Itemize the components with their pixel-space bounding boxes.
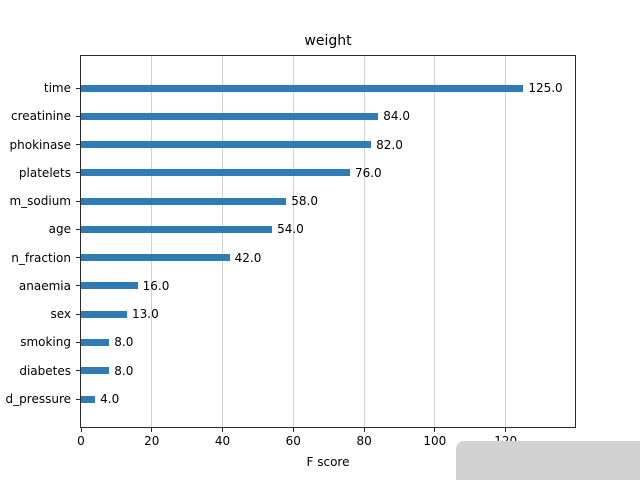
- bar: [81, 84, 524, 92]
- x-tick-mark: [151, 428, 153, 432]
- x-axis-label: F score: [306, 455, 350, 469]
- bar: [81, 395, 96, 403]
- bar: [81, 282, 138, 290]
- chart-title: weight: [304, 33, 352, 49]
- x-tick-mark: [292, 428, 294, 432]
- y-tick-mark: [76, 144, 80, 146]
- bar-value-label: 4.0: [100, 392, 120, 406]
- bar-value-label: 54.0: [277, 222, 304, 237]
- gridline: [434, 56, 436, 427]
- y-tick-mark: [76, 228, 80, 230]
- x-tick-mark: [222, 428, 224, 432]
- gridline: [222, 56, 224, 427]
- bar: [81, 367, 110, 375]
- bar: [81, 112, 379, 120]
- bar: [81, 141, 372, 149]
- bar: [81, 310, 127, 318]
- y-tick-mark: [76, 398, 80, 400]
- bar: [81, 254, 230, 262]
- bar-value-label: 16.0: [142, 278, 170, 293]
- plot-area: 125.0 84.0 82.0 76.0 58.0 54.0 42.0 16.0 13.0 8.0…: [80, 55, 576, 428]
- x-tick-label: 80: [356, 434, 372, 448]
- y-tick-mark: [76, 257, 80, 259]
- y-tick-mark: [76, 200, 80, 202]
- y-tick-label: diabetes: [19, 363, 71, 378]
- bar: [81, 169, 350, 177]
- bar-value-label: 84.0: [383, 109, 410, 124]
- gridline: [363, 56, 365, 427]
- bar: [81, 338, 110, 346]
- y-tick-mark: [76, 313, 80, 315]
- bar: [81, 225, 273, 233]
- y-axis: time creatinine phokinase platelets m_sodium…: [0, 55, 80, 428]
- y-tick-mark: [76, 87, 80, 89]
- x-tick-label: 60: [285, 434, 301, 448]
- x-tick-mark: [80, 428, 82, 432]
- corner-overlay: [456, 441, 640, 480]
- bar-value-label: 8.0: [114, 335, 134, 350]
- y-tick-label: sex: [50, 307, 71, 322]
- x-tick-label: 0: [77, 434, 85, 448]
- gridline: [505, 56, 507, 427]
- gridline: [151, 56, 153, 427]
- bar-value-label: 42.0: [234, 250, 262, 265]
- bar-value-label: 58.0: [291, 194, 318, 209]
- bar: [81, 197, 287, 205]
- y-tick-label: creatinine: [11, 109, 71, 124]
- x-tick-label: 20: [144, 434, 160, 448]
- y-tick-mark: [76, 285, 80, 287]
- y-tick-label: phokinase: [9, 137, 71, 152]
- y-tick-label: age: [48, 222, 71, 237]
- x-tick-mark: [434, 428, 436, 432]
- bar-value-label: 8.0: [114, 363, 134, 378]
- bar-value-label: 125.0: [528, 81, 563, 95]
- y-tick-label: anaemia: [18, 278, 71, 293]
- y-tick-label: m_sodium: [9, 194, 71, 209]
- y-tick-label: smoking: [20, 335, 71, 350]
- y-tick-mark: [76, 341, 80, 343]
- y-tick-mark: [76, 370, 80, 372]
- bar-value-label: 82.0: [376, 137, 403, 152]
- x-tick-mark: [363, 428, 365, 432]
- bar-value-label: 13.0: [132, 307, 159, 322]
- y-tick-mark: [76, 115, 80, 117]
- gridline: [292, 56, 294, 427]
- x-tick-label: 100: [423, 434, 447, 448]
- y-tick-label: platelets: [18, 165, 71, 180]
- bar-value-label: 76.0: [354, 165, 382, 180]
- y-tick-label: d_pressure: [5, 392, 71, 406]
- x-tick-mark: [505, 428, 507, 432]
- y-tick-label: n_fraction: [11, 250, 71, 265]
- y-tick-mark: [76, 172, 80, 174]
- x-tick-label: 40: [214, 434, 231, 448]
- y-tick-label: time: [43, 81, 71, 95]
